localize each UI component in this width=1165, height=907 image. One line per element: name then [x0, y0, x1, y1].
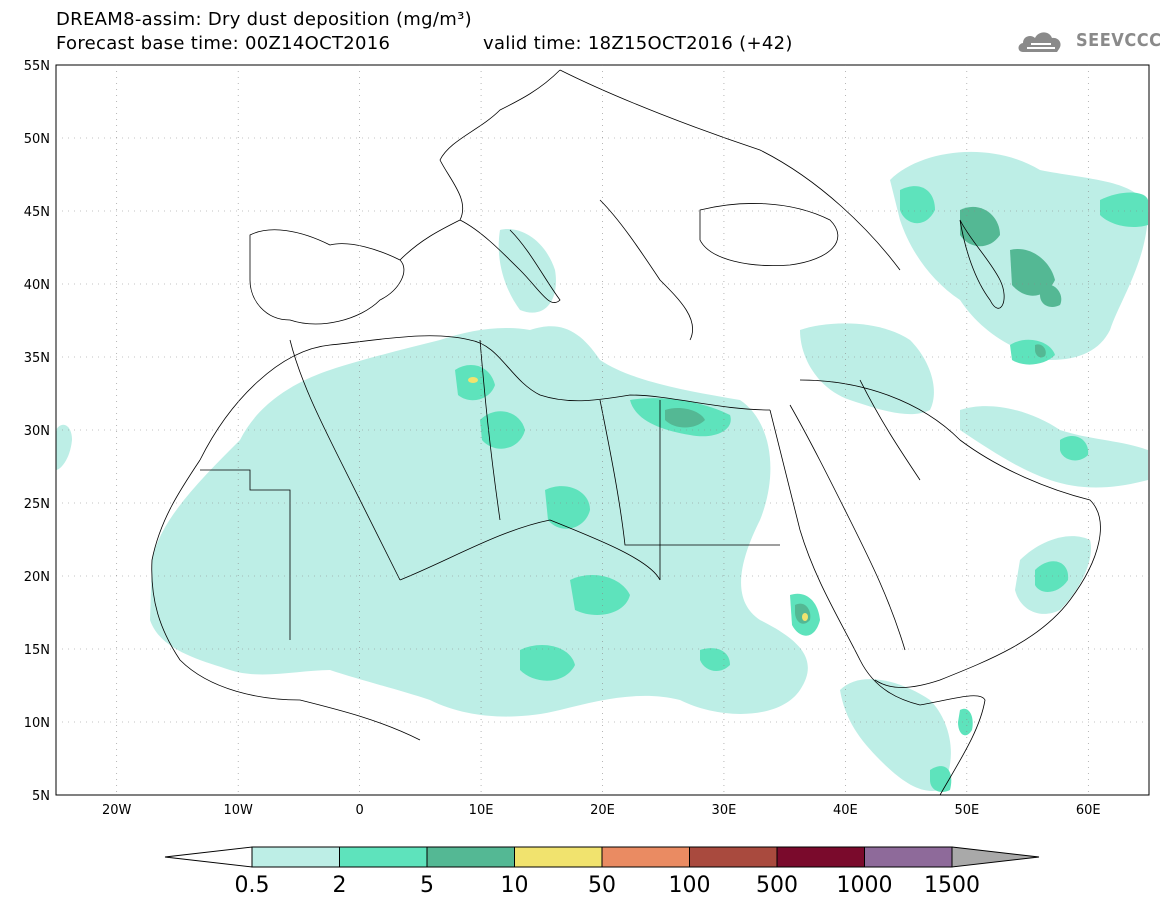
lon-tick-label: 0	[355, 803, 363, 818]
lat-tick-label: 35N	[24, 351, 50, 366]
colorbar-label: 1000	[837, 873, 893, 898]
lon-tick-label: 30E	[712, 803, 737, 818]
lat-tick-label: 40N	[24, 278, 50, 293]
coastlines-and-borders	[151, 69, 1101, 795]
lon-tick-label: 50E	[954, 803, 979, 818]
lon-tick-label: 20W	[102, 803, 132, 818]
lon-tick-label: 60E	[1076, 803, 1101, 818]
lat-tick-label: 45N	[24, 205, 50, 220]
colorbar-over-triangle	[951, 846, 1040, 868]
colorbar-label: 500	[756, 873, 798, 898]
lon-tick-label: 20E	[590, 803, 615, 818]
lon-tick-label: 40E	[833, 803, 858, 818]
map-title: DREAM8-assim: Dry dust deposition (mg/m³…	[56, 9, 472, 30]
lat-tick-label: 50N	[24, 132, 50, 147]
gridlines	[56, 65, 1149, 795]
lat-tick-label: 5N	[32, 789, 50, 804]
colorbar-under-triangle	[164, 846, 253, 868]
lat-tick-label: 15N	[24, 643, 50, 658]
colorbar-boxes	[164, 846, 1040, 868]
colorbar-label: 100	[669, 873, 711, 898]
colorbar-label: 50	[588, 873, 616, 898]
lon-tick-label: 10E	[469, 803, 494, 818]
deposition-band-10-50	[468, 377, 808, 621]
lon-tick-label: 10W	[223, 803, 253, 818]
colorbar-labels: 0.5 2 5 10 50 100 500 1000 1500	[235, 873, 981, 898]
colorbar-label: 0.5	[235, 873, 270, 898]
latitude-labels: 55N 50N 45N 40N 35N 30N 25N 20N 15N 10N 5N	[24, 59, 50, 804]
lat-tick-label: 30N	[24, 424, 50, 439]
colorbar-box	[514, 846, 603, 868]
colorbar-box	[864, 846, 953, 868]
colorbar-box	[601, 846, 690, 868]
colorbar-box	[251, 846, 340, 868]
deposition-band-5-10	[665, 206, 1062, 624]
colorbar-label: 1500	[924, 873, 980, 898]
logo-text: SEEVCCC	[1076, 30, 1162, 51]
valid-time: valid time: 18Z15OCT2016 (+42)	[483, 33, 793, 54]
colorbar-box	[776, 846, 865, 868]
colorbar-box	[689, 846, 778, 868]
lat-tick-label: 20N	[24, 570, 50, 585]
lat-tick-label: 25N	[24, 497, 50, 512]
lat-tick-label: 55N	[24, 59, 50, 74]
colorbar-box	[426, 846, 515, 868]
cloud-logo-icon	[1018, 32, 1061, 52]
lat-tick-label: 10N	[24, 716, 50, 731]
colorbar-label: 2	[333, 873, 347, 898]
colorbar-label: 5	[420, 873, 434, 898]
colorbar-label: 10	[501, 873, 529, 898]
colorbar-box	[339, 846, 428, 868]
forecast-base-time: Forecast base time: 00Z14OCT2016	[56, 33, 391, 54]
longitude-labels: 20W 10W 0 10E 20E 30E 40E 50E 60E	[102, 803, 1101, 818]
dust-fields	[56, 69, 1148, 795]
